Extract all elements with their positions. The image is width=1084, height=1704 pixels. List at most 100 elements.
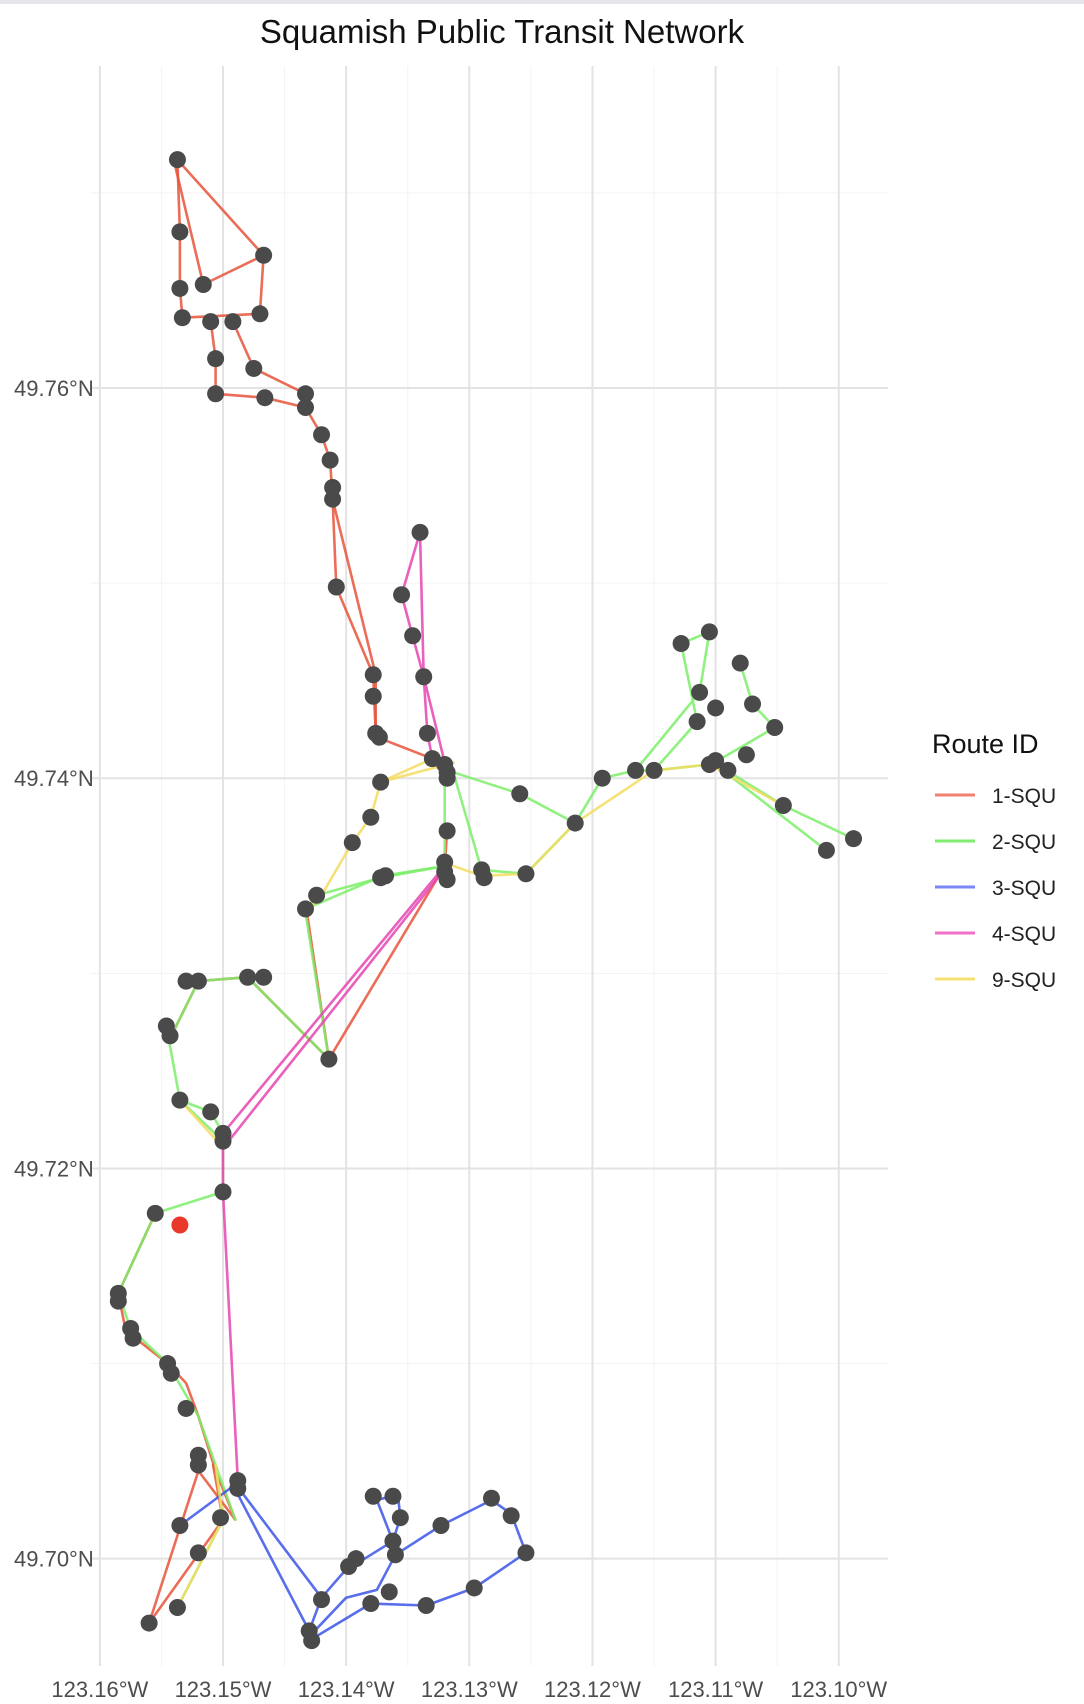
stop-point (255, 968, 273, 986)
stop-point (324, 478, 342, 496)
stop-point (173, 309, 191, 327)
stop-point (343, 834, 361, 852)
route-line-3-SQU (307, 1498, 528, 1642)
stop-point (313, 1591, 331, 1609)
stop-point (308, 886, 326, 904)
stop-point (146, 1204, 164, 1222)
route-line-2-SQU (304, 770, 447, 1061)
stop-point (438, 769, 456, 787)
stop-point (171, 1091, 189, 1109)
stop-point (432, 1517, 450, 1535)
stop-point (171, 223, 189, 241)
route-line-1-SQU (176, 158, 265, 320)
stop-point (744, 695, 762, 713)
stop-point (845, 830, 863, 848)
legend-label: 4-SQU (992, 923, 1056, 946)
stop-point (645, 761, 663, 779)
stop-point (189, 1544, 207, 1562)
stop-point (411, 523, 429, 541)
stop-point (324, 490, 342, 508)
stop-point (362, 1595, 380, 1613)
stop-point (672, 635, 690, 653)
stop-point (404, 627, 422, 645)
stop-point (482, 1489, 500, 1507)
stop-point (229, 1479, 247, 1497)
stop-point (239, 968, 257, 986)
stop-point (256, 389, 274, 407)
stop-point (774, 797, 792, 815)
stop-point (438, 871, 456, 889)
stop-point (391, 1509, 409, 1527)
route-line-3-SQU (231, 1479, 323, 1599)
x-tick-label: 123.11°W (668, 1677, 763, 1702)
stop-point (224, 313, 242, 331)
y-tick-label: 49.74°N (14, 766, 94, 791)
stop-point (177, 1399, 195, 1417)
legend-label: 1-SQU (992, 785, 1056, 808)
stop-point (194, 276, 212, 294)
stop-point (214, 1132, 232, 1150)
stop-point (691, 683, 709, 701)
stop-point (313, 426, 331, 444)
route-lines (117, 158, 855, 1642)
stop-point (737, 746, 755, 764)
stop-point (364, 1487, 382, 1505)
stop-point (347, 1550, 365, 1568)
y-tick-label: 49.70°N (14, 1547, 94, 1572)
stop-point (593, 769, 611, 787)
route-line-9-SQU (178, 1098, 217, 1141)
stop-point (817, 841, 835, 859)
stop-point (255, 246, 273, 264)
stop-point (214, 1183, 232, 1201)
stop-point (700, 623, 718, 641)
stop-point (161, 1027, 179, 1045)
stop-point (245, 359, 263, 377)
stop-point (109, 1292, 127, 1310)
y-axis-ticks: 49.70°N 49.72°N 49.74°N 49.76°N (14, 376, 94, 1572)
route-line-4-SQU (400, 530, 449, 774)
stop-point (719, 761, 737, 779)
stop-point (377, 867, 395, 885)
stop-point (162, 1364, 180, 1382)
stop-point (297, 385, 315, 403)
route-line-2-SQU (634, 630, 711, 772)
stop-point (207, 350, 225, 368)
gridlines (90, 66, 888, 1666)
highlight-point (171, 1216, 189, 1234)
stop-point (251, 305, 269, 323)
stop-point (465, 1579, 483, 1597)
legend-title: Route ID (932, 729, 1039, 759)
stop-point (707, 699, 725, 717)
stop-points (109, 151, 863, 1650)
stop-point (140, 1614, 158, 1632)
route-line-9-SQU (451, 763, 785, 878)
stop-point (517, 1544, 535, 1562)
stop-point (320, 1050, 338, 1068)
x-tick-label: 123.14°W (298, 1677, 395, 1702)
stop-point (212, 1509, 230, 1527)
stop-point (202, 1103, 220, 1121)
stop-point (303, 1632, 321, 1650)
stop-point (731, 654, 749, 672)
stop-point (627, 761, 645, 779)
stop-point (177, 972, 195, 990)
x-tick-label: 123.12°W (544, 1677, 641, 1702)
stop-point (372, 773, 390, 791)
x-axis-ticks: 123.16°W 123.15°W 123.14°W 123.13°W 123.12°W… (51, 1677, 887, 1702)
stop-point (370, 728, 388, 746)
stop-point (171, 1517, 189, 1535)
stop-point (297, 900, 315, 918)
stop-point (189, 1456, 207, 1474)
stop-point (384, 1487, 402, 1505)
stop-point (386, 1546, 404, 1564)
stop-point (171, 279, 189, 297)
stop-point (321, 451, 339, 469)
legend-label: 3-SQU (992, 877, 1056, 900)
stop-point (168, 151, 186, 169)
stop-point (380, 1583, 398, 1601)
chart-title: Squamish Public Transit Network (260, 13, 745, 50)
stop-point (202, 313, 220, 331)
route-line-1-SQU (231, 320, 307, 396)
legend-label: 2-SQU (992, 831, 1056, 854)
